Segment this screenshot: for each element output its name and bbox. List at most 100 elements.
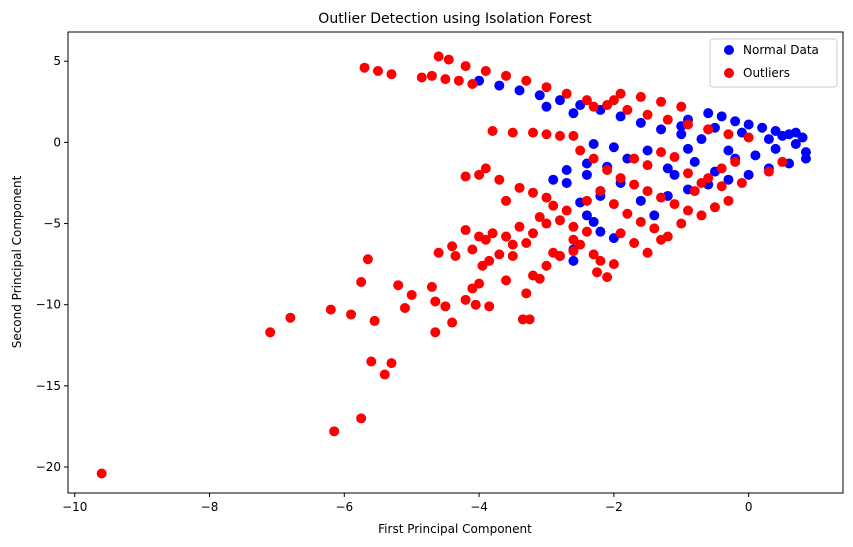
data-point [346,309,357,320]
data-point [588,216,599,227]
data-point [635,195,646,206]
data-point [676,101,687,112]
data-point [325,304,336,315]
data-point [541,260,552,271]
data-point [629,179,640,190]
data-point [541,101,552,112]
data-point [443,54,454,65]
data-point [696,177,707,188]
data-point [386,358,397,369]
data-point [554,95,565,106]
data-point [777,156,788,167]
data-point [568,234,579,245]
data-point [629,153,640,164]
data-point [669,151,680,162]
data-point [568,108,579,119]
data-point [743,119,754,130]
data-point [656,96,667,107]
data-point [561,177,572,188]
data-point [467,244,478,255]
data-point [716,163,727,174]
data-point [440,301,451,312]
data-point [369,315,380,326]
axes-frame [67,31,844,494]
data-point [588,153,599,164]
data-point [635,91,646,102]
data-point [501,231,512,242]
data-point [541,129,552,140]
data-point [514,221,525,232]
data-point [703,108,714,119]
data-point [723,129,734,140]
data-point [642,247,653,258]
data-point [514,182,525,193]
data-point [676,218,687,229]
data-point [521,288,532,299]
data-point [470,299,481,310]
data-point [743,169,754,180]
data-point [716,111,727,122]
data-point [399,302,410,313]
data-point [467,78,478,89]
x-tick-label: −2 [605,500,623,514]
data-point [629,238,640,249]
data-point [460,61,471,72]
data-point [635,117,646,128]
data-point [460,171,471,182]
data-point [487,228,498,239]
data-point [487,126,498,137]
data-point [430,327,441,338]
data-point [608,259,619,270]
data-point [763,166,774,177]
data-point [581,95,592,106]
data-point [386,69,397,80]
data-point [447,241,458,252]
data-point [373,65,383,76]
data-point [662,163,673,174]
data-point [642,145,653,156]
data-point [379,369,390,380]
data-point [521,75,532,86]
data-point [568,255,579,266]
data-point [683,143,693,154]
y-tick-label: −10 [36,298,61,312]
data-point [683,119,693,130]
data-point [534,273,545,284]
data-point [689,156,700,167]
x-tick-label: −8 [201,500,219,514]
data-point [433,51,444,62]
data-point [575,145,586,156]
data-point [447,317,458,328]
data-point [521,238,532,249]
data-point [460,294,471,305]
data-point [683,205,693,216]
data-point [467,283,478,294]
data-point [494,174,505,185]
data-point [595,186,606,197]
y-axis-label: Second Principal Component [10,175,24,348]
data-point [541,218,552,229]
legend-box [709,38,838,88]
data-point [730,156,741,167]
x-tick-label: −10 [62,500,87,514]
data-point [430,296,441,307]
data-point [554,251,565,262]
data-point [440,74,451,85]
data-point [615,173,626,184]
data-point [507,239,518,250]
data-point [524,314,535,325]
data-point [393,280,404,291]
data-point [554,130,565,141]
data-point [656,147,667,158]
data-point [450,251,461,262]
data-point [770,143,781,154]
data-point [561,164,572,175]
data-point [561,88,572,99]
data-point [592,267,603,278]
data-point [662,114,673,125]
data-point [507,127,518,138]
data-point [501,70,512,81]
data-point [96,468,107,479]
data-point [359,62,370,73]
data-point [730,116,741,127]
